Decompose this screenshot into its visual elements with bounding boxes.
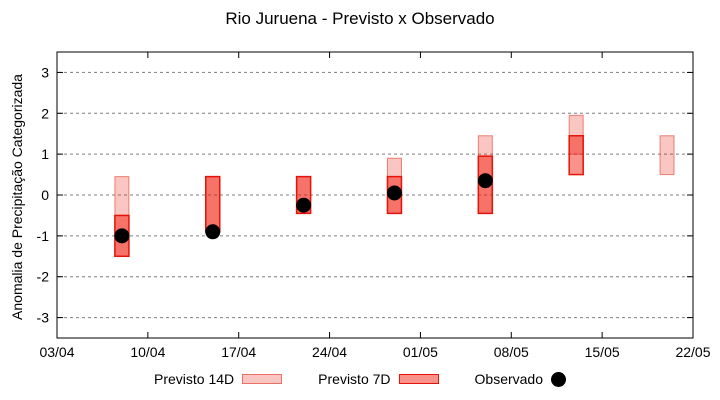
y-tick-label: -1 (37, 228, 50, 244)
x-tick-label: 22/05 (675, 344, 710, 360)
y-tick-label: 0 (41, 187, 49, 203)
y-tick-label: 3 (41, 64, 49, 80)
x-tick-label: 24/04 (312, 344, 347, 360)
chart-legend: Previsto 14D Previsto 7D Observado (0, 366, 720, 392)
x-tick-label: 17/04 (221, 344, 256, 360)
observado-point (205, 224, 221, 240)
x-tick-label: 01/05 (403, 344, 438, 360)
y-tick-label: 1 (41, 146, 49, 162)
x-tick-label: 03/04 (39, 344, 74, 360)
previsto-14d-swatch-icon (242, 374, 283, 384)
legend-item-previsto-7d: Previsto 7D (318, 371, 439, 387)
observado-point (296, 197, 312, 213)
observado-point (477, 173, 493, 189)
legend-item-previsto-14d: Previsto 14D (154, 371, 283, 387)
x-tick-label: 10/04 (130, 344, 165, 360)
previsto-14d-bar (659, 135, 675, 176)
previsto-7d-bar (568, 135, 584, 176)
y-tick-label: 2 (41, 105, 49, 121)
observado-point (386, 185, 402, 201)
previsto-7d-bar (205, 175, 221, 233)
y-tick-label: -3 (37, 310, 50, 326)
observado-swatch-icon (551, 371, 566, 387)
legend-label-previsto-7d: Previsto 7D (318, 371, 391, 387)
y-axis-title: Anomalia de Precipitação Categorizada (9, 74, 25, 320)
legend-label-observado: Observado (474, 371, 543, 387)
plot-border (56, 51, 694, 339)
previsto-14d-bar (568, 114, 584, 155)
x-tick-label: 15/05 (585, 344, 620, 360)
y-tick-label: -2 (37, 269, 50, 285)
legend-item-observado: Observado (475, 371, 566, 387)
observado-point (114, 228, 130, 244)
legend-label-previsto-14d: Previsto 14D (154, 371, 235, 387)
previsto-7d-swatch-icon (398, 374, 439, 384)
chart-title: Rio Juruena - Previsto x Observado (225, 9, 495, 28)
x-tick-label: 08/05 (494, 344, 529, 360)
